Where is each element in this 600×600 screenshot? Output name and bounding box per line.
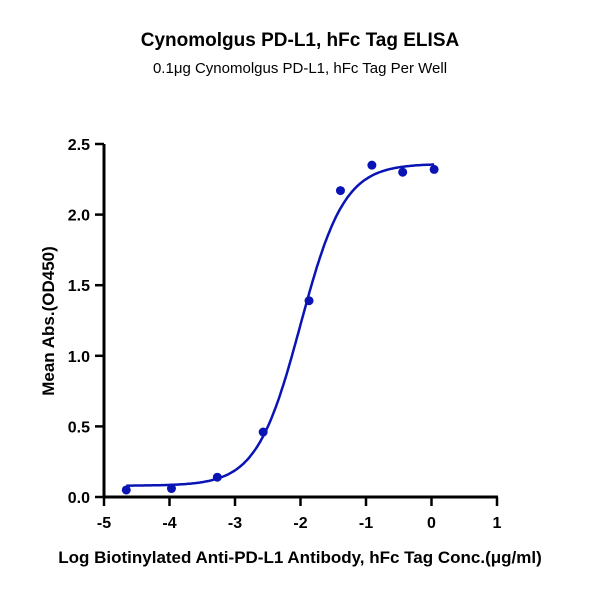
data-point — [398, 167, 408, 177]
x-tick-label: -3 — [228, 515, 242, 532]
chart-subtitle: 0.1μg Cynomolgus PD-L1, hFc Tag Per Well — [152, 60, 448, 77]
data-point — [121, 485, 131, 495]
x-tick-label: -5 — [97, 515, 111, 532]
x-axis-label: Log Biotinylated Anti-PD-L1 Antibody, hF… — [58, 548, 542, 567]
x-tick-label: -2 — [293, 515, 307, 532]
fit-curve — [126, 163, 435, 487]
data-point — [335, 186, 345, 196]
y-tick-label: 1.5 — [68, 278, 90, 295]
x-tick-label: 0 — [427, 515, 436, 532]
x-tick-label: -1 — [359, 515, 373, 532]
data-point — [429, 164, 439, 174]
y-axis-label: Mean Abs.(OD450) — [39, 246, 58, 396]
data-point — [166, 484, 176, 494]
y-tick-label: 1.0 — [68, 349, 90, 366]
data-point — [304, 296, 314, 306]
data-point — [212, 472, 222, 482]
x-tick-label: -4 — [162, 515, 176, 532]
y-tick-label: 0.5 — [68, 419, 90, 436]
chart-title: Cynomolgus PD-L1, hFc Tag ELISA — [140, 30, 460, 51]
y-tick-label: 2.5 — [68, 137, 90, 154]
y-tick-label: 2.0 — [68, 208, 90, 225]
x-tick-label: 1 — [493, 515, 502, 532]
data-point — [258, 427, 268, 437]
y-tick-label: 0.0 — [68, 490, 90, 507]
data-point — [367, 160, 377, 170]
